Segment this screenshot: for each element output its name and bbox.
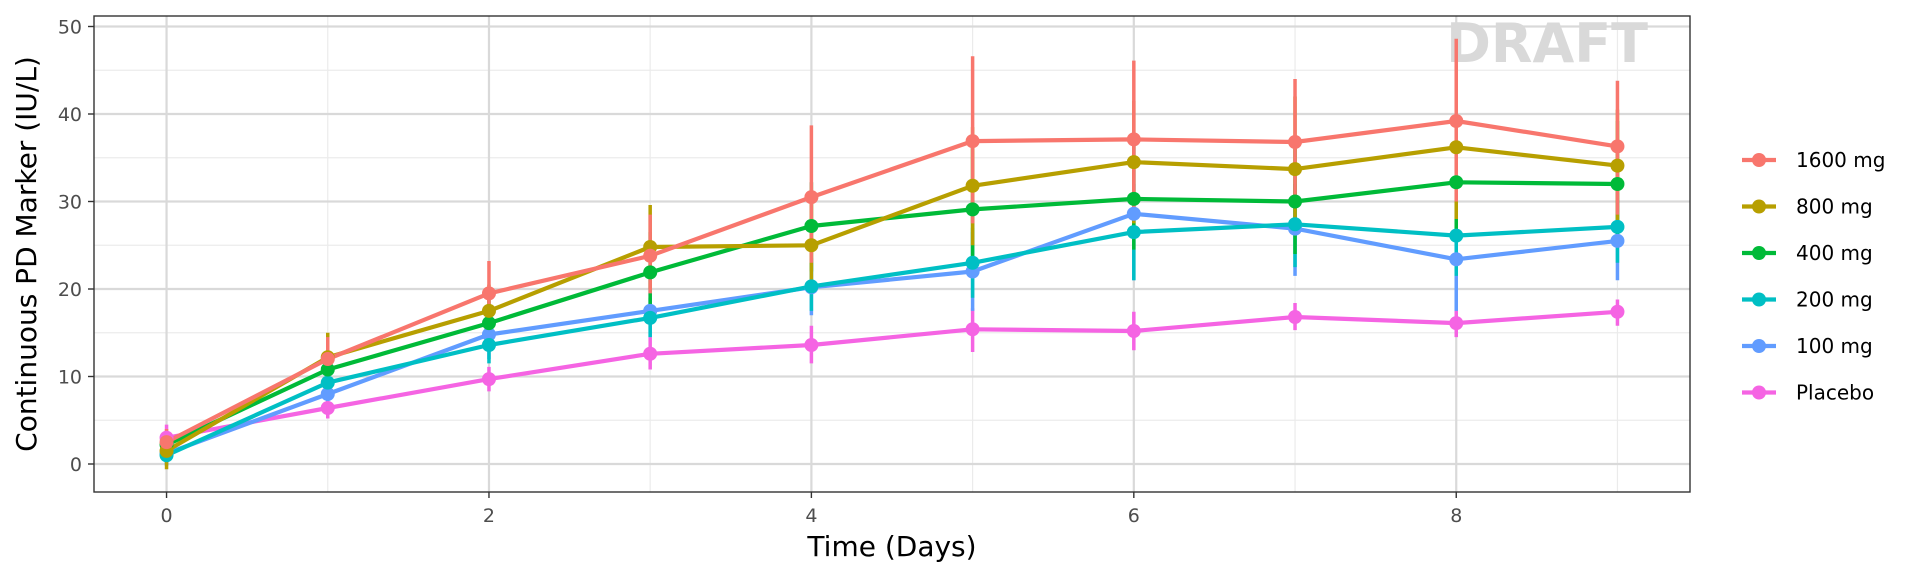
- data-point-400-mg: [643, 265, 658, 280]
- data-point-placebo: [1288, 310, 1303, 324]
- data-point-placebo: [1610, 304, 1625, 319]
- data-point-placebo: [1449, 316, 1464, 331]
- data-point-200-mg: [481, 338, 496, 352]
- data-point-1600-mg: [643, 248, 658, 263]
- data-point-400-mg: [804, 219, 819, 233]
- legend-key-point-placebo: [1752, 385, 1766, 400]
- y-tick-label: 40: [58, 104, 82, 126]
- y-axis-title: Continuous PD Marker (IU/L): [10, 56, 43, 452]
- legend: 1600 mg 800 mg 400 mg 200 mg 100 mg Placebo: [1742, 148, 1885, 405]
- series-line-1600-mg: [165, 118, 1618, 444]
- y-tick-label: 20: [58, 279, 82, 301]
- legend-label-1600-mg: 1600 mg: [1796, 148, 1885, 172]
- data-point-800-mg: [1449, 140, 1464, 155]
- legend-key-point-200-mg: [1752, 292, 1766, 307]
- data-point-placebo: [804, 338, 819, 352]
- legend-key-point-800-mg: [1752, 199, 1766, 214]
- legend-label-800-mg: 800 mg: [1796, 195, 1873, 219]
- x-tick-label: 2: [483, 505, 495, 527]
- data-point-400-mg: [1288, 194, 1303, 209]
- data-point-400-mg: [1126, 191, 1141, 206]
- data-point-1600-mg: [1610, 139, 1625, 154]
- x-tick-label: 8: [1450, 505, 1462, 527]
- data-point-200-mg: [1610, 219, 1625, 234]
- legend-key-point-1600-mg: [1752, 153, 1766, 167]
- x-tick-label: 4: [805, 505, 817, 527]
- series-points: [159, 114, 1625, 463]
- data-point-200-mg: [643, 310, 658, 325]
- x-axis: 0 2 4 6 8: [160, 492, 1462, 527]
- data-point-400-mg: [1610, 177, 1625, 191]
- y-tick-label: 10: [58, 367, 82, 389]
- data-point-200-mg: [1126, 225, 1141, 240]
- grid: [94, 16, 1690, 492]
- data-point-800-mg: [965, 178, 980, 193]
- data-point-1600-mg: [159, 435, 174, 450]
- data-point-1600-mg: [320, 352, 335, 366]
- x-axis-title: Time (Days): [806, 530, 976, 563]
- data-point-1600-mg: [965, 134, 980, 149]
- legend-key-point-100-mg: [1752, 339, 1766, 353]
- data-point-placebo: [1126, 324, 1141, 338]
- x-tick-label: 0: [160, 505, 172, 527]
- y-tick-label: 50: [58, 17, 82, 39]
- data-point-200-mg: [804, 279, 819, 294]
- legend-label-200-mg: 200 mg: [1796, 288, 1873, 312]
- data-point-1600-mg: [1126, 132, 1141, 147]
- data-point-1600-mg: [481, 286, 496, 301]
- data-point-100-mg: [1449, 252, 1464, 267]
- data-point-800-mg: [804, 238, 819, 253]
- data-point-100-mg: [320, 387, 335, 401]
- series-lines: [165, 118, 1618, 458]
- data-point-placebo: [481, 372, 496, 387]
- data-point-800-mg: [1126, 155, 1141, 170]
- y-tick-label: 0: [70, 454, 82, 476]
- legend-label-400-mg: 400 mg: [1796, 241, 1873, 265]
- series-line-placebo: [166, 309, 1618, 440]
- data-point-200-mg: [1288, 217, 1303, 232]
- series-line-800-mg: [165, 145, 1618, 453]
- draft-watermark: DRAFT: [1446, 12, 1648, 75]
- data-point-400-mg: [481, 316, 496, 331]
- data-point-placebo: [320, 401, 335, 415]
- data-point-200-mg: [320, 375, 335, 390]
- y-tick-label: 30: [58, 192, 82, 214]
- series-line-200-mg: [165, 222, 1618, 458]
- data-point-100-mg: [1610, 233, 1625, 248]
- data-point-100-mg: [481, 327, 496, 342]
- data-point-400-mg: [965, 202, 980, 217]
- data-point-400-mg: [320, 362, 335, 377]
- data-point-1600-mg: [804, 190, 819, 205]
- data-point-200-mg: [965, 255, 980, 270]
- legend-label-100-mg: 100 mg: [1796, 334, 1873, 358]
- data-point-800-mg: [1288, 162, 1303, 177]
- panel-border: [93, 15, 1691, 493]
- data-point-placebo: [643, 346, 658, 361]
- data-point-1600-mg: [1449, 114, 1464, 128]
- legend-key-point-400-mg: [1752, 246, 1766, 260]
- data-point-800-mg: [481, 303, 496, 318]
- x-tick-label: 6: [1128, 505, 1140, 527]
- data-point-200-mg: [1449, 228, 1464, 243]
- data-point-100-mg: [1126, 206, 1141, 221]
- watermark-layer: DRAFT: [1446, 12, 1648, 75]
- data-point-1600-mg: [1288, 135, 1303, 149]
- legend-label-placebo: Placebo: [1796, 381, 1874, 405]
- data-point-800-mg: [1610, 158, 1625, 173]
- data-point-400-mg: [1449, 175, 1464, 190]
- y-axis: 0 10 20 30 40 50: [58, 17, 94, 476]
- data-point-placebo: [965, 322, 980, 337]
